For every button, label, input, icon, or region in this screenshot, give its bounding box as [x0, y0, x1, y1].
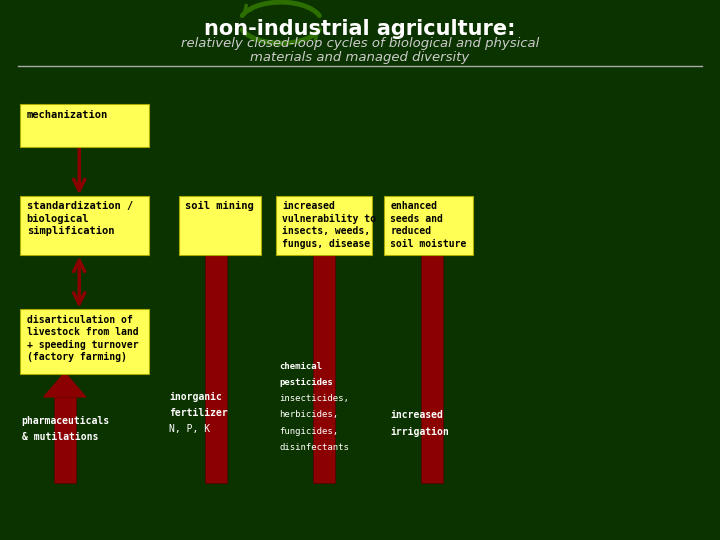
FancyBboxPatch shape	[20, 309, 149, 374]
Text: N, P, K: N, P, K	[169, 424, 210, 434]
Text: mechanization: mechanization	[27, 110, 108, 120]
FancyBboxPatch shape	[179, 196, 261, 255]
Text: fungicides,: fungicides,	[279, 427, 338, 436]
Text: fertilizer: fertilizer	[169, 408, 228, 418]
Text: non-industrial agriculture:: non-industrial agriculture:	[204, 19, 516, 39]
Text: & mutilations: & mutilations	[22, 432, 98, 442]
Bar	[54, 397, 76, 483]
Text: disinfectants: disinfectants	[279, 443, 349, 452]
Polygon shape	[411, 197, 453, 221]
Bar	[313, 221, 335, 483]
Polygon shape	[195, 197, 237, 221]
FancyBboxPatch shape	[276, 196, 372, 255]
Text: pesticides: pesticides	[279, 378, 333, 387]
Text: chemical: chemical	[279, 362, 323, 371]
Text: increased
vulnerability to
insects, weeds,
fungus, disease: increased vulnerability to insects, weed…	[282, 201, 377, 249]
Polygon shape	[303, 197, 345, 221]
Text: soil mining: soil mining	[185, 201, 253, 212]
Polygon shape	[44, 373, 86, 397]
Text: pharmaceuticals: pharmaceuticals	[22, 416, 109, 426]
Text: increased: increased	[390, 410, 443, 421]
Text: irrigation: irrigation	[390, 427, 449, 437]
Bar	[205, 221, 227, 483]
FancyBboxPatch shape	[20, 196, 149, 255]
Text: relatively closed-loop cycles of biological and physical: relatively closed-loop cycles of biologi…	[181, 37, 539, 50]
Text: insecticides,: insecticides,	[279, 394, 349, 403]
Text: standardization /
biological
simplification: standardization / biological simplificat…	[27, 201, 133, 237]
FancyBboxPatch shape	[384, 196, 473, 255]
Text: herbicides,: herbicides,	[279, 410, 338, 420]
Text: disarticulation of
livestock from land
+ speeding turnover
(factory farming): disarticulation of livestock from land +…	[27, 315, 138, 362]
FancyBboxPatch shape	[20, 104, 149, 147]
Text: enhanced
seeds and
reduced
soil moisture: enhanced seeds and reduced soil moisture	[390, 201, 467, 248]
Text: materials and managed diversity: materials and managed diversity	[251, 51, 469, 64]
Bar	[421, 221, 443, 483]
Text: inorganic: inorganic	[169, 392, 222, 402]
